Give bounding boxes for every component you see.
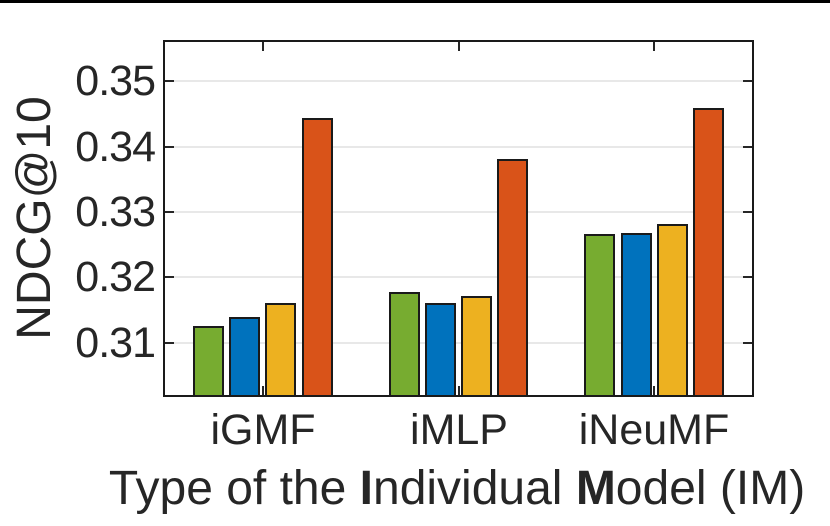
x-tick-mark [653, 386, 656, 395]
x-axis-title-segment: Type of the [108, 462, 360, 515]
x-tick-mark [653, 42, 656, 51]
gridline [165, 276, 752, 279]
bar-iMLP-series-green [389, 292, 420, 395]
gridline [165, 145, 752, 148]
y-tick-label: 0.31 [75, 319, 156, 367]
y-tick-mark [165, 341, 174, 344]
gridline [165, 210, 752, 213]
y-tick-mark [165, 80, 174, 83]
bar-iMLP-series-yellow [461, 296, 492, 395]
y-tick-mark [165, 145, 174, 148]
x-axis-title-segment: ndividual [373, 462, 576, 515]
x-tick-mark [457, 42, 460, 51]
x-axis-title-bold-segment: M [575, 462, 616, 515]
y-tick-label: 0.33 [75, 188, 156, 236]
x-tick-label-iGMF: iGMF [210, 406, 316, 454]
y-tick-label: 0.32 [75, 253, 156, 301]
bar-iGMF-series-blue [229, 317, 260, 395]
y-tick-mark [743, 341, 752, 344]
bar-iNeuMF-series-green [584, 234, 615, 395]
x-tick-mark [457, 386, 460, 395]
bar-iGMF-series-yellow [265, 303, 296, 395]
x-tick-mark [261, 386, 264, 395]
x-tick-label-iMLP: iMLP [410, 406, 508, 454]
plot-area [163, 40, 754, 397]
bar-iGMF-series-green [193, 326, 224, 395]
bar-iNeuMF-series-orange [693, 108, 724, 395]
top-rule-divider [0, 0, 830, 3]
gridline [165, 341, 752, 344]
x-tick-label-iNeuMF: iNeuMF [578, 406, 730, 454]
bar-iMLP-series-blue [425, 303, 456, 395]
x-axis-title-segment: odel (IM) [615, 462, 806, 515]
bar-iMLP-series-orange [497, 159, 528, 395]
x-axis-title-bold-segment: I [359, 462, 373, 515]
bar-iGMF-series-orange [302, 118, 333, 395]
bar-iNeuMF-series-blue [621, 233, 652, 395]
x-tick-mark [261, 42, 264, 51]
gridline [165, 80, 752, 83]
y-tick-mark [165, 276, 174, 279]
bar-iNeuMF-series-yellow [657, 224, 688, 395]
y-tick-mark [165, 210, 174, 213]
y-tick-mark [743, 80, 752, 83]
y-tick-mark [743, 276, 752, 279]
y-tick-mark [743, 145, 752, 148]
x-axis-title: Type of the Individual Model (IM) [109, 465, 805, 513]
plot-inner [165, 42, 752, 395]
y-tick-label: 0.35 [75, 57, 156, 105]
y-tick-label: 0.34 [75, 123, 156, 171]
y-tick-mark [743, 210, 752, 213]
